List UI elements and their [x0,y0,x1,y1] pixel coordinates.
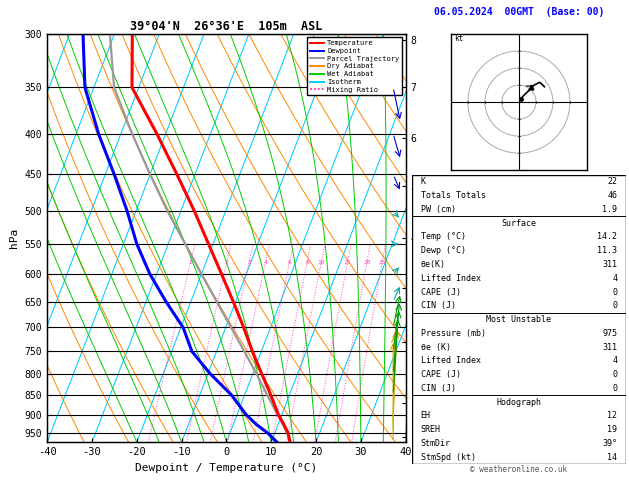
Text: 14.2: 14.2 [598,232,617,242]
Text: 4: 4 [612,274,617,283]
Title: 39°04'N  26°36'E  105m  ASL: 39°04'N 26°36'E 105m ASL [130,20,323,33]
Text: 11.3: 11.3 [598,246,617,255]
Text: 25: 25 [379,260,386,265]
Text: K: K [421,177,426,186]
Text: CAPE (J): CAPE (J) [421,370,460,379]
Text: 14: 14 [608,453,617,462]
Text: 1.9: 1.9 [603,205,617,214]
X-axis label: Dewpoint / Temperature (°C): Dewpoint / Temperature (°C) [135,463,318,473]
Text: 311: 311 [603,260,617,269]
Text: 15: 15 [344,260,351,265]
Text: 46: 46 [608,191,617,200]
Text: Most Unstable: Most Unstable [486,315,552,324]
Text: 3: 3 [247,260,251,265]
Y-axis label: km
ASL: km ASL [439,227,457,249]
Text: θe(K): θe(K) [421,260,445,269]
Text: 0: 0 [612,384,617,393]
Text: Lifted Index: Lifted Index [421,356,481,365]
Text: 19: 19 [608,425,617,434]
Text: 975: 975 [603,329,617,338]
Text: Lifted Index: Lifted Index [421,274,481,283]
Text: SREH: SREH [421,425,440,434]
Text: 39°: 39° [603,439,617,448]
Text: θe (K): θe (K) [421,343,450,351]
Y-axis label: hPa: hPa [9,228,19,248]
Text: 1: 1 [189,260,192,265]
Text: StmSpd (kt): StmSpd (kt) [421,453,476,462]
Text: 12: 12 [608,412,617,420]
Text: 4: 4 [264,260,267,265]
Text: 22: 22 [608,177,617,186]
Text: CIN (J): CIN (J) [421,301,455,310]
Text: 0: 0 [612,288,617,296]
Text: 8: 8 [305,260,309,265]
Text: kt: kt [454,34,464,43]
Text: Pressure (mb): Pressure (mb) [421,329,486,338]
Text: Totals Totals: Totals Totals [421,191,486,200]
Text: 6: 6 [287,260,291,265]
Legend: Temperature, Dewpoint, Parcel Trajectory, Dry Adiabat, Wet Adiabat, Isotherm, Mi: Temperature, Dewpoint, Parcel Trajectory… [307,37,402,95]
Text: 20: 20 [363,260,370,265]
Text: Dewp (°C): Dewp (°C) [421,246,465,255]
Text: 0: 0 [612,370,617,379]
Text: 4: 4 [612,356,617,365]
Text: Surface: Surface [501,219,537,227]
Text: Temp (°C): Temp (°C) [421,232,465,242]
Text: CIN (J): CIN (J) [421,384,455,393]
Text: © weatheronline.co.uk: © weatheronline.co.uk [470,465,567,474]
Text: 10: 10 [318,260,325,265]
Text: 311: 311 [603,343,617,351]
Text: Hodograph: Hodograph [496,398,542,407]
Text: StmDir: StmDir [421,439,450,448]
Text: PW (cm): PW (cm) [421,205,455,214]
Text: 0: 0 [612,301,617,310]
Text: 2: 2 [225,260,228,265]
Text: 06.05.2024  00GMT  (Base: 00): 06.05.2024 00GMT (Base: 00) [434,7,604,17]
Text: EH: EH [421,412,430,420]
Text: CAPE (J): CAPE (J) [421,288,460,296]
